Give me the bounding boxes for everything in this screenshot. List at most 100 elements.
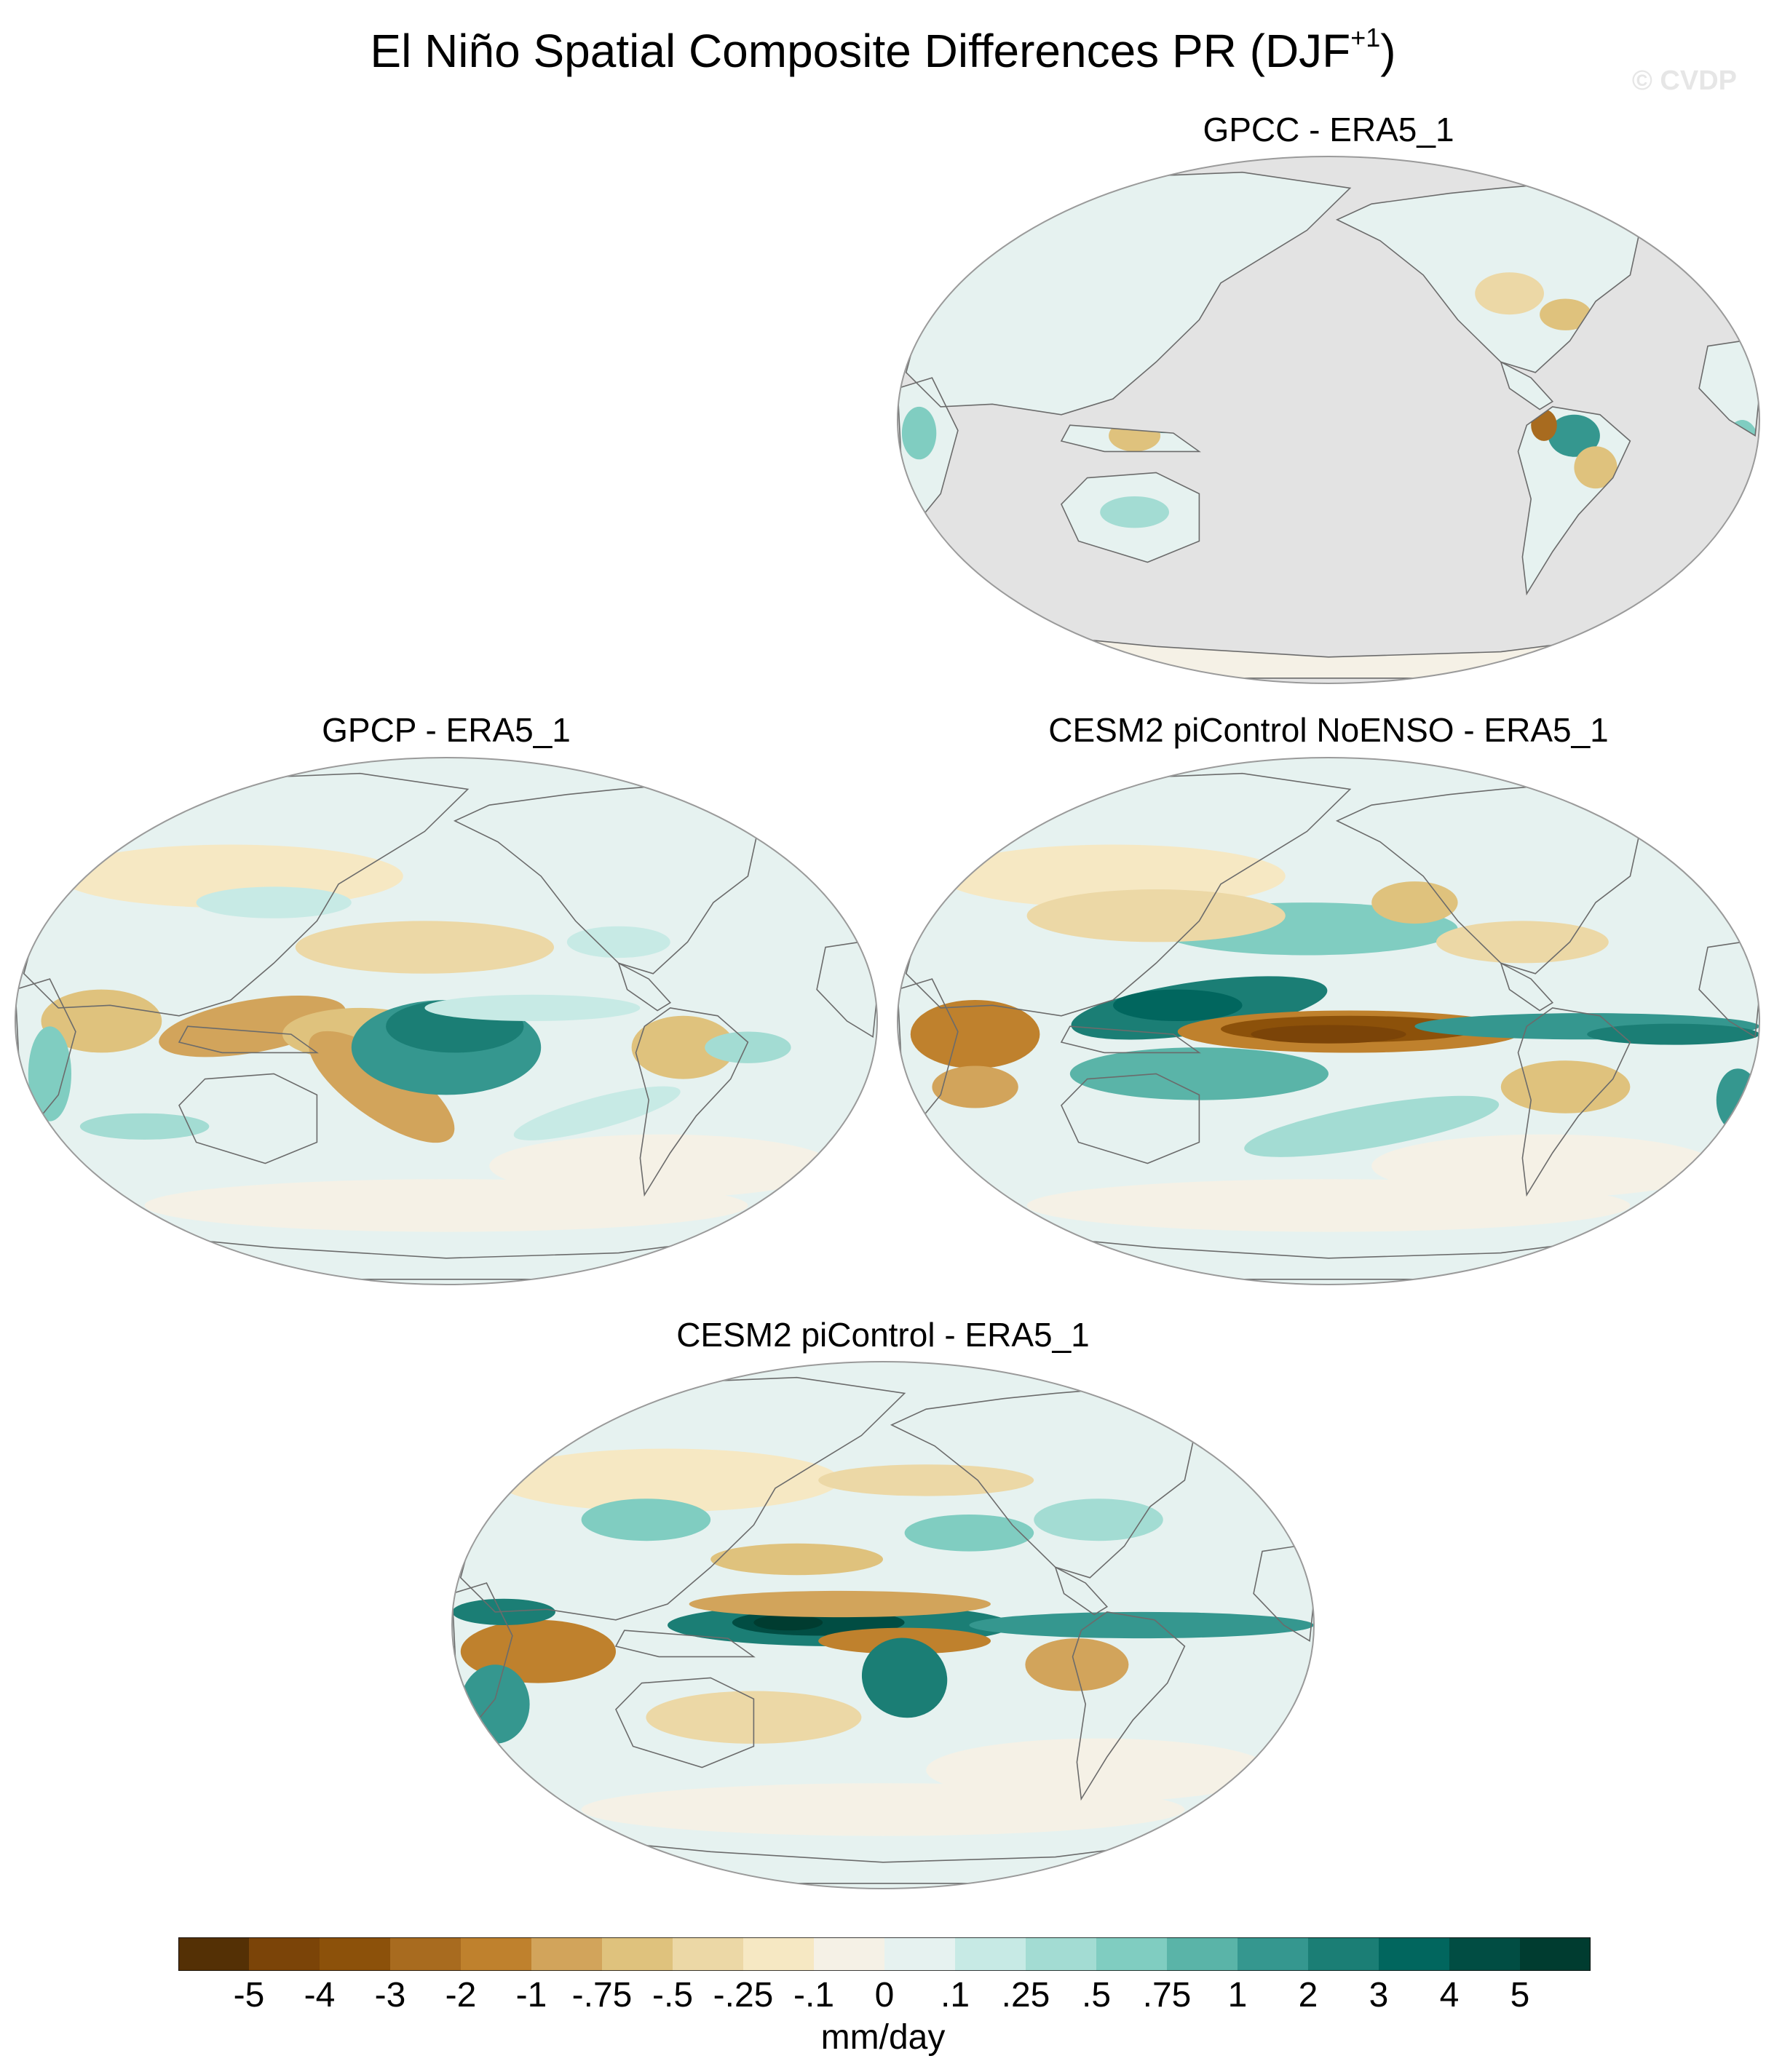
- coastline-indonesia: [1060, 1025, 1201, 1054]
- precip-anomaly: [79, 1113, 210, 1140]
- colorbar-tick-label: 4: [1439, 1976, 1460, 2015]
- coastline-australia: [178, 1073, 318, 1164]
- precip-anomaly: [1436, 921, 1609, 964]
- colorbar-tick-label: .75: [1142, 1976, 1192, 2015]
- background-band: [144, 1179, 748, 1232]
- coastline-greenland: [1634, 174, 1692, 226]
- map-field: [452, 1362, 1314, 1889]
- colorbar-swatch: [1167, 1937, 1238, 1971]
- precip-anomaly: [1026, 889, 1286, 942]
- precip-anomaly: [689, 1590, 991, 1618]
- colorbar-swatch: [673, 1937, 744, 1971]
- map-field: [898, 758, 1759, 1285]
- map-border: [897, 757, 1760, 1285]
- coastline-australia: [1061, 1073, 1200, 1164]
- watermark: © CVDP: [1631, 66, 1737, 96]
- land-field-greenland: [1634, 175, 1691, 226]
- precip-anomaly: [28, 1026, 71, 1122]
- colorbar-tick-label: -5: [233, 1976, 265, 2015]
- map-cesm2-noenso: [897, 757, 1760, 1285]
- coastline-indonesia: [178, 1025, 319, 1054]
- background-band: [495, 1448, 840, 1512]
- precip-anomaly: [1069, 1047, 1329, 1100]
- precip-anomaly: [1244, 1095, 1500, 1157]
- colorbar-swatch: [1379, 1937, 1450, 1971]
- coastline-australia: [615, 1677, 755, 1769]
- map-field: [898, 156, 1759, 683]
- precip-anomaly: [631, 1015, 735, 1079]
- coastline-greenland: [751, 775, 809, 827]
- colorbar-swatch: [1449, 1937, 1521, 1971]
- map-field: [15, 758, 877, 1285]
- colorbar-swatch: [1026, 1937, 1097, 1971]
- precip-anomaly: [910, 1000, 1040, 1069]
- colorbar-unit: mm/day: [820, 2018, 946, 2057]
- precip-anomaly: [295, 921, 554, 974]
- precip-anomaly: [1034, 1499, 1163, 1541]
- precip-anomaly: [460, 1664, 530, 1744]
- coastline-centralAmerica: [1500, 360, 1554, 410]
- panel-title-gpcp: GPCP - ERA5_1: [322, 711, 571, 749]
- coastline-greenland: [1188, 1379, 1246, 1432]
- colorbar-swatch: [884, 1937, 956, 1971]
- panel-title-gpcc: GPCC - ERA5_1: [1203, 111, 1454, 148]
- precip-anomaly: [1251, 1025, 1406, 1044]
- precip-anomaly: [581, 1499, 711, 1541]
- coastline-southAmerica: [1517, 406, 1631, 596]
- precip-anomaly: [753, 1614, 823, 1631]
- precip-anomaly: [1475, 272, 1544, 315]
- colorbar-swatch: [320, 1937, 391, 1971]
- colorbar-swatch: [1096, 1937, 1168, 1971]
- colorbar-tick-label: .1: [940, 1976, 970, 2015]
- precip-anomaly: [1540, 298, 1592, 330]
- colorbar-tick-label: -.1: [793, 1976, 835, 2015]
- map-gpcc: [897, 156, 1760, 684]
- coastline-southAmerica: [1517, 1007, 1631, 1197]
- colorbar-tick-label: 3: [1369, 1976, 1389, 2015]
- precip-anomaly: [1100, 496, 1169, 528]
- background-band: [581, 1783, 1185, 1836]
- precip-anomaly: [705, 1031, 791, 1063]
- precip-anomaly: [1716, 1068, 1759, 1132]
- colorbar-tick-label: 5: [1510, 1976, 1530, 2015]
- precip-anomaly: [309, 1031, 455, 1143]
- coastline-southAmerica: [1072, 1611, 1186, 1801]
- coastline-australia: [1061, 472, 1200, 563]
- precip-anomaly: [41, 989, 162, 1053]
- panel-title-cesm2-noenso: CESM2 piControl NoENSO - ERA5_1: [1048, 711, 1609, 749]
- map-cesm2: [451, 1361, 1315, 1889]
- background-band: [1026, 1179, 1631, 1232]
- colorbar-swatch: [390, 1937, 462, 1971]
- colorbar-tick-label: .5: [1081, 1976, 1112, 2015]
- precip-anomaly: [1371, 881, 1458, 924]
- colorbar-swatch: [602, 1937, 673, 1971]
- coastline-southAmerica: [635, 1007, 749, 1197]
- colorbar-swatch: [461, 1937, 532, 1971]
- precip-anomaly: [904, 1515, 1034, 1552]
- colorbar-tick-label: -3: [374, 1976, 406, 2015]
- figure-title: El Niño Spatial Composite Differences PR…: [370, 23, 1396, 78]
- precip-anomaly: [932, 1065, 1018, 1108]
- colorbar-tick-label: -.5: [652, 1976, 694, 2015]
- map-gpcp: [15, 757, 878, 1285]
- colorbar-tick-label: 2: [1298, 1976, 1318, 2015]
- colorbar: [178, 1937, 1591, 1971]
- precip-anomaly: [513, 1086, 681, 1140]
- precip-anomaly: [969, 1611, 1314, 1639]
- colorbar-swatch: [1520, 1937, 1591, 1971]
- map-border: [451, 1361, 1315, 1889]
- colorbar-swatch: [814, 1937, 885, 1971]
- colorbar-swatch: [955, 1937, 1026, 1971]
- colorbar-swatch: [249, 1937, 320, 1971]
- colorbar-tick-label: -.75: [571, 1976, 633, 2015]
- colorbar-tick-label: -1: [515, 1976, 547, 2015]
- colorbar-swatch: [178, 1937, 250, 1971]
- precip-anomaly: [861, 1638, 948, 1718]
- coastline-centralAmerica: [617, 961, 672, 1012]
- precip-anomaly: [1500, 1060, 1631, 1114]
- colorbar-swatch: [1308, 1937, 1379, 1971]
- precip-anomaly: [1025, 1638, 1129, 1691]
- coastline-centralAmerica: [1054, 1565, 1109, 1616]
- coastline-indonesia: [614, 1630, 756, 1658]
